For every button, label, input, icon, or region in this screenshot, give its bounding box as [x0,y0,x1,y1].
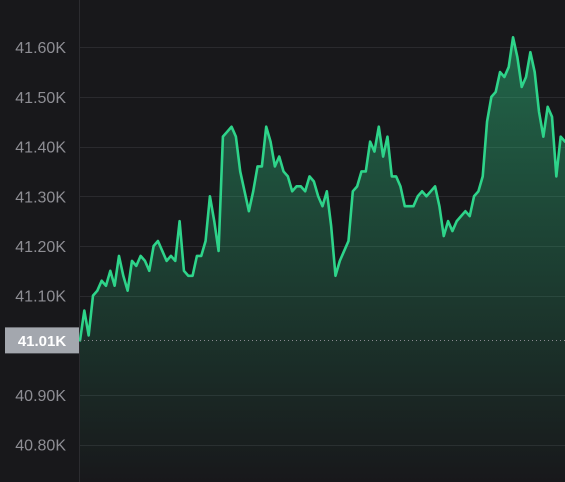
y-tick-label: 41.50K [15,90,66,107]
y-tick-label: 41.40K [15,140,66,157]
y-tick-label: 41.20K [15,239,66,256]
y-tick-labels: 41.60K 41.50K 41.40K 41.30K 41.20K 41.10K 40.9… [15,40,66,455]
current-price-tag: 41.01K [5,327,79,354]
area-fill-layer [80,37,565,482]
y-tick-label: 40.80K [15,438,66,455]
series-line-layer [78,35,565,342]
y-tick-label: 41.60K [15,40,66,57]
current-price-tag-background [5,327,79,354]
y-tick-label: 41.30K [15,189,66,206]
y-tick-label: 41.10K [15,289,66,306]
current-price-label: 41.01K [18,333,67,350]
y-tick-label: 40.90K [15,388,66,405]
series-line [78,35,565,342]
area-fill [80,37,565,482]
